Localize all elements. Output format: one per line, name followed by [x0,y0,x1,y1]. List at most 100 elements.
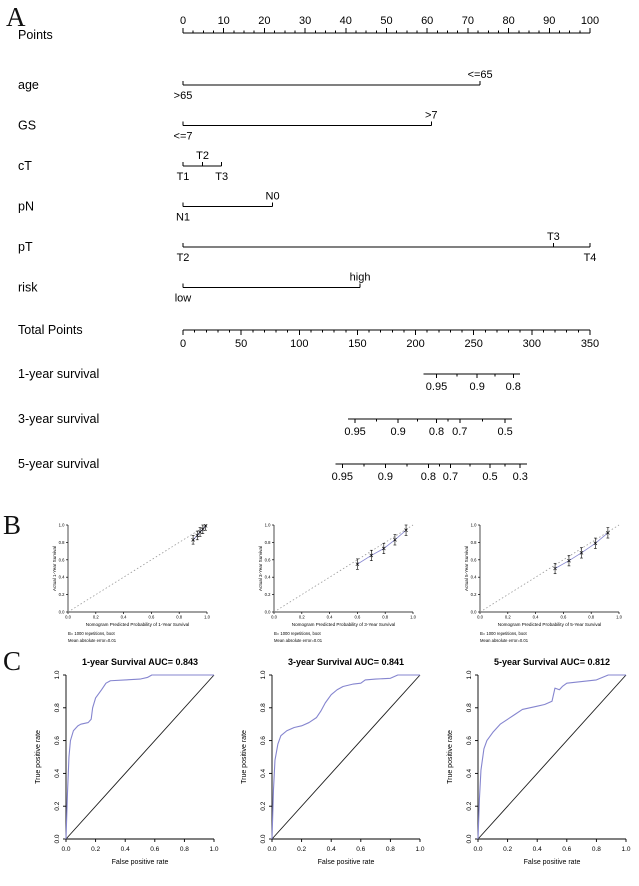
svg-text:Mean absolute error=0.01: Mean absolute error=0.01 [480,638,529,643]
svg-text:0.4: 0.4 [327,846,336,853]
svg-text:B= 1000 repetitions, boot: B= 1000 repetitions, boot [274,631,322,636]
svg-text:0.2: 0.2 [471,592,477,597]
svg-text:0.0: 0.0 [267,846,276,853]
svg-text:0.6: 0.6 [560,615,566,620]
svg-text:0.6: 0.6 [260,736,267,745]
svg-text:0.6: 0.6 [150,846,159,853]
svg-text:True positive rate: True positive rate [35,730,42,784]
svg-text:0.0: 0.0 [477,615,483,620]
svg-text:0.0: 0.0 [466,834,473,843]
svg-text:T4: T4 [584,252,597,264]
svg-text:True positive rate: True positive rate [447,730,454,784]
svg-text:T3: T3 [215,171,228,183]
svg-text:0.5: 0.5 [497,426,512,438]
svg-text:10: 10 [218,15,230,27]
svg-text:150: 150 [348,338,366,350]
svg-text:5-year survival: 5-year survival [18,457,99,471]
svg-text:0.2: 0.2 [54,801,61,810]
svg-text:T3: T3 [547,231,560,243]
svg-text:80: 80 [502,15,514,27]
svg-text:0.3: 0.3 [513,471,528,483]
svg-text:1.0: 1.0 [410,615,416,620]
svg-text:0.9: 0.9 [378,471,393,483]
svg-text:1.0: 1.0 [415,846,424,853]
svg-text:0.2: 0.2 [503,846,512,853]
svg-text:0.4: 0.4 [59,575,65,580]
svg-text:0.8: 0.8 [180,846,189,853]
svg-text:0.4: 0.4 [265,575,271,580]
svg-text:0.8: 0.8 [59,540,65,545]
svg-text:0.6: 0.6 [59,557,65,562]
svg-text:0.0: 0.0 [271,615,277,620]
svg-text:300: 300 [523,338,541,350]
svg-text:70: 70 [462,15,474,27]
svg-text:<=7: <=7 [174,131,193,143]
svg-text:3-year Survival AUC= 0.841: 3-year Survival AUC= 0.841 [288,657,404,667]
svg-text:1-year survival: 1-year survival [18,367,99,381]
roc-plot-5-year: 5-year Survival AUC= 0.812 0.0 0.2 0.4 0.6 0.… [447,657,631,866]
panel-label-b: B [3,510,22,540]
svg-text:0.7: 0.7 [443,471,458,483]
svg-text:0.4: 0.4 [533,615,539,620]
svg-text:0.6: 0.6 [354,615,360,620]
svg-text:0.8: 0.8 [421,471,436,483]
svg-text:1.0: 1.0 [204,615,210,620]
svg-text:0.8: 0.8 [260,703,267,712]
svg-text:>65: >65 [174,90,193,102]
svg-text:0.4: 0.4 [121,846,130,853]
svg-text:0.2: 0.2 [466,801,473,810]
svg-text:0.5: 0.5 [482,471,497,483]
svg-text:250: 250 [465,338,483,350]
svg-text:Total Points: Total Points [18,323,83,337]
svg-text:40: 40 [340,15,352,27]
nomogram-plot: 0 10 20 30 40 50 60 70 80 90 100 Points >65 <=65 age <=… [18,15,599,483]
svg-text:Nomogram Predicted Probability: Nomogram Predicted Probability of 1-Year… [86,622,190,627]
svg-text:0: 0 [180,338,186,350]
svg-text:0.4: 0.4 [471,575,477,580]
svg-text:200: 200 [406,338,424,350]
svg-text:0.8: 0.8 [54,703,61,712]
svg-text:0.2: 0.2 [91,846,100,853]
panel-label-a: A [6,2,26,32]
svg-text:0.6: 0.6 [148,615,154,620]
svg-text:0.6: 0.6 [265,557,271,562]
svg-text:0.4: 0.4 [533,846,542,853]
svg-text:0.0: 0.0 [260,834,267,843]
svg-text:0.2: 0.2 [297,846,306,853]
svg-text:1.0: 1.0 [621,846,630,853]
svg-text:60: 60 [421,15,433,27]
svg-text:Nomogram Predicted Probability: Nomogram Predicted Probability of 5-Year… [498,622,602,627]
calibration-plot-1-year: 0.0 0.2 0.4 0.6 0.8 1.0 0.0 0.2 0.4 0.6 0.8 1.0 Nomo… [52,523,211,644]
svg-text:0.8: 0.8 [386,846,395,853]
roc-plot-1-year: 1-year Survival AUC= 0.843 0.0 0.2 0.4 0.6 0.… [35,657,219,866]
svg-text:Actual 5-Year Survival: Actual 5-Year Survival [464,546,469,591]
svg-text:0.95: 0.95 [344,426,365,438]
svg-text:pT: pT [18,240,33,254]
svg-text:50: 50 [380,15,392,27]
svg-text:1.0: 1.0 [466,670,473,679]
svg-text:30: 30 [299,15,311,27]
svg-text:0.8: 0.8 [466,703,473,712]
svg-text:0.4: 0.4 [327,615,333,620]
svg-text:Nomogram Predicted Probability: Nomogram Predicted Probability of 3-Year… [292,622,396,627]
svg-text:1.0: 1.0 [265,523,271,528]
svg-text:0.9: 0.9 [390,426,405,438]
svg-text:100: 100 [290,338,308,350]
svg-text:1.0: 1.0 [54,670,61,679]
calibration-plot-3-year: 0.0 0.2 0.4 0.6 0.8 1.0 0.0 0.2 0.4 0.6 0.8 1.0 Nomo… [258,523,417,644]
svg-text:Actual 3-Year Survival: Actual 3-Year Survival [258,546,263,591]
svg-text:0.2: 0.2 [59,592,65,597]
svg-text:0.4: 0.4 [260,769,267,778]
svg-text:0.2: 0.2 [265,592,271,597]
svg-text:True positive rate: True positive rate [241,730,248,784]
svg-text:350: 350 [581,338,599,350]
svg-text:0.8: 0.8 [592,846,601,853]
svg-text:1.0: 1.0 [59,523,65,528]
svg-text:0.6: 0.6 [356,846,365,853]
svg-text:GS: GS [18,119,36,133]
svg-text:0.0: 0.0 [61,846,70,853]
svg-text:T1: T1 [177,171,190,183]
svg-text:risk: risk [18,281,38,295]
svg-text:Mean absolute error=0.01: Mean absolute error=0.01 [68,638,117,643]
